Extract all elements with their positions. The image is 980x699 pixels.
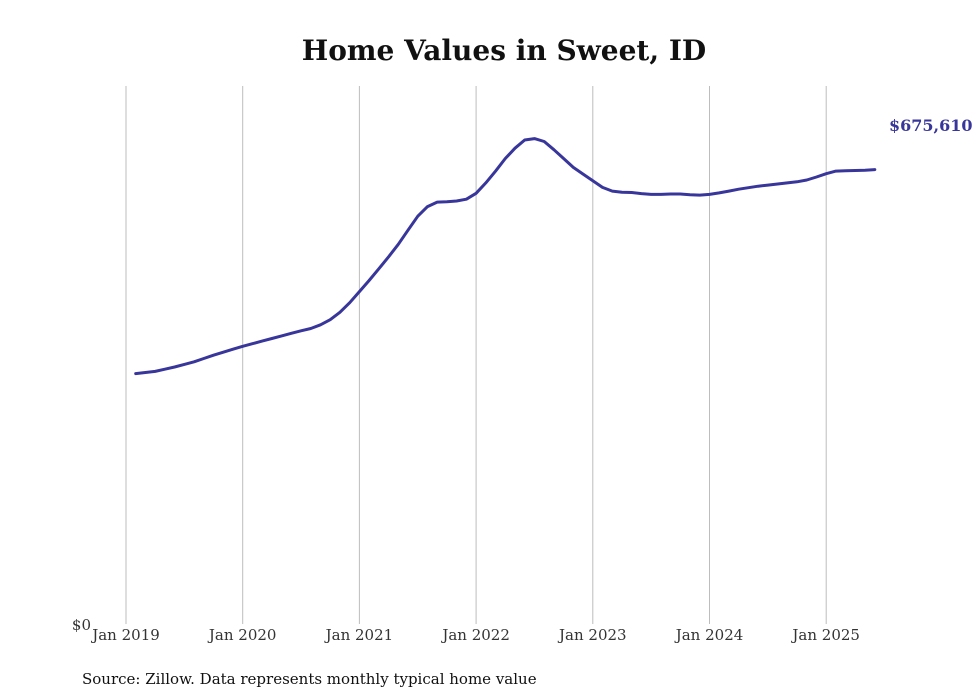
grid-lines xyxy=(125,86,827,624)
series-line xyxy=(134,137,877,376)
x-tick-label: Jan 2019 xyxy=(90,626,160,644)
x-tick-label: Jan 2023 xyxy=(557,626,627,644)
x-tick-label: Jan 2020 xyxy=(207,626,277,644)
x-tick-label: Jan 2025 xyxy=(790,626,860,644)
x-tick-label: Jan 2024 xyxy=(674,626,744,644)
source-note: Source: Zillow. Data represents monthly … xyxy=(82,670,537,688)
x-tick-label: Jan 2022 xyxy=(440,626,510,644)
y-tick-label: $0 xyxy=(72,616,91,634)
end-value-label: $675,610 xyxy=(889,116,973,135)
x-axis-ticks: Jan 2019 Jan 2020 Jan 2021 Jan 2022 Jan 2023… xyxy=(90,626,860,644)
chart-title: Home Values in Sweet, ID xyxy=(302,34,706,67)
x-tick-label: Jan 2021 xyxy=(324,626,394,644)
